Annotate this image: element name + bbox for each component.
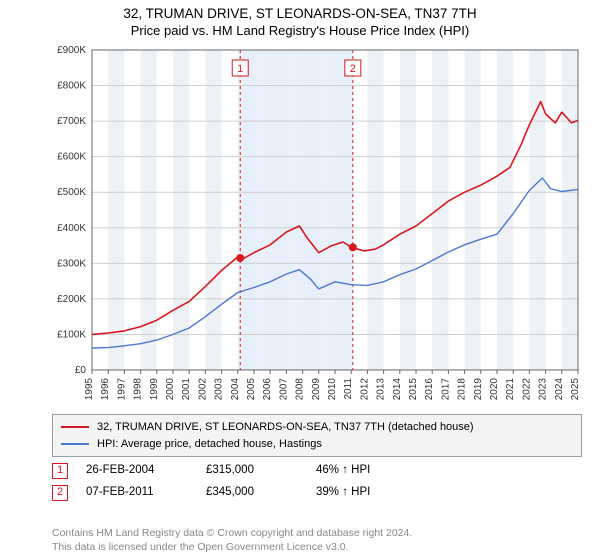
svg-text:2005: 2005 — [246, 378, 257, 401]
svg-text:£0: £0 — [75, 365, 87, 376]
svg-text:2025: 2025 — [570, 378, 581, 401]
svg-text:£300K: £300K — [57, 258, 86, 269]
svg-text:2002: 2002 — [197, 378, 208, 401]
svg-text:£100K: £100K — [57, 329, 86, 340]
svg-text:2006: 2006 — [262, 378, 273, 401]
chart-title-subtitle: Price paid vs. HM Land Registry's House … — [0, 23, 600, 39]
footer-line1: Contains HM Land Registry data © Crown c… — [52, 526, 412, 540]
title-block: 32, TRUMAN DRIVE, ST LEONARDS-ON-SEA, TN… — [0, 0, 600, 39]
chart-container: 32, TRUMAN DRIVE, ST LEONARDS-ON-SEA, TN… — [0, 0, 600, 560]
svg-text:2003: 2003 — [214, 378, 225, 401]
line-chart-svg: £0 £100K £200K £300K £400K £500K £600K £700K £80… — [52, 44, 582, 404]
legend-row-series2: HPI: Average price, detached house, Hast… — [61, 436, 573, 453]
svg-text:2019: 2019 — [473, 378, 484, 401]
svg-text:2000: 2000 — [165, 378, 176, 401]
svg-text:2011: 2011 — [343, 378, 354, 400]
event-delta-2: 39% ↑ HPI — [316, 482, 370, 504]
event-price-2: £345,000 — [206, 482, 316, 504]
svg-text:2013: 2013 — [376, 378, 387, 401]
svg-text:£900K: £900K — [57, 45, 86, 56]
sale-event-2: 2 07-FEB-2011 £345,000 39% ↑ HPI — [52, 482, 370, 504]
svg-text:1997: 1997 — [116, 378, 127, 401]
svg-text:2020: 2020 — [489, 378, 500, 401]
svg-text:£200K: £200K — [57, 294, 86, 305]
svg-text:£800K: £800K — [57, 81, 86, 92]
svg-text:2016: 2016 — [424, 378, 435, 401]
svg-text:£400K: £400K — [57, 223, 86, 234]
svg-text:1995: 1995 — [84, 378, 95, 401]
svg-text:2021: 2021 — [505, 378, 516, 401]
legend-swatch-series2 — [61, 443, 89, 445]
svg-text:£700K: £700K — [57, 116, 86, 127]
legend-swatch-series1 — [61, 426, 89, 428]
svg-text:2012: 2012 — [359, 378, 370, 401]
license-footer: Contains HM Land Registry data © Crown c… — [52, 526, 412, 554]
svg-text:1: 1 — [237, 63, 243, 75]
sale-event-1: 1 26-FEB-2004 £315,000 46% ↑ HPI — [52, 460, 370, 482]
svg-text:£600K: £600K — [57, 152, 86, 163]
legend-row-series1: 32, TRUMAN DRIVE, ST LEONARDS-ON-SEA, TN… — [61, 419, 573, 436]
legend-label-series2: HPI: Average price, detached house, Hast… — [97, 436, 322, 453]
svg-text:2022: 2022 — [521, 378, 532, 401]
footer-line2: This data is licensed under the Open Gov… — [52, 540, 412, 554]
svg-text:2014: 2014 — [392, 378, 403, 401]
svg-text:2007: 2007 — [278, 378, 289, 401]
svg-text:2008: 2008 — [295, 378, 306, 401]
event-delta-1: 46% ↑ HPI — [316, 460, 370, 482]
event-price-1: £315,000 — [206, 460, 316, 482]
event-badge-1: 1 — [52, 463, 68, 479]
event-date-1: 26-FEB-2004 — [86, 460, 206, 482]
svg-text:1999: 1999 — [149, 378, 160, 401]
svg-text:1996: 1996 — [100, 378, 111, 401]
legend-label-series1: 32, TRUMAN DRIVE, ST LEONARDS-ON-SEA, TN… — [97, 419, 474, 436]
svg-text:1998: 1998 — [133, 378, 144, 401]
svg-text:2023: 2023 — [538, 378, 549, 401]
svg-text:2024: 2024 — [554, 378, 565, 401]
legend: 32, TRUMAN DRIVE, ST LEONARDS-ON-SEA, TN… — [52, 414, 582, 457]
svg-text:2: 2 — [350, 63, 356, 75]
svg-text:£500K: £500K — [57, 187, 86, 198]
svg-text:2018: 2018 — [457, 378, 468, 401]
sale-events: 1 26-FEB-2004 £315,000 46% ↑ HPI 2 07-FE… — [52, 460, 370, 504]
svg-text:2009: 2009 — [311, 378, 322, 401]
event-badge-2: 2 — [52, 485, 68, 501]
event-date-2: 07-FEB-2011 — [86, 482, 206, 504]
svg-text:2010: 2010 — [327, 378, 338, 401]
chart-title-address: 32, TRUMAN DRIVE, ST LEONARDS-ON-SEA, TN… — [0, 6, 600, 23]
svg-text:2015: 2015 — [408, 378, 419, 401]
svg-text:2017: 2017 — [440, 378, 451, 401]
svg-text:2001: 2001 — [181, 378, 192, 401]
svg-text:2004: 2004 — [230, 378, 241, 401]
chart-area: £0 £100K £200K £300K £400K £500K £600K £700K £80… — [52, 44, 582, 404]
